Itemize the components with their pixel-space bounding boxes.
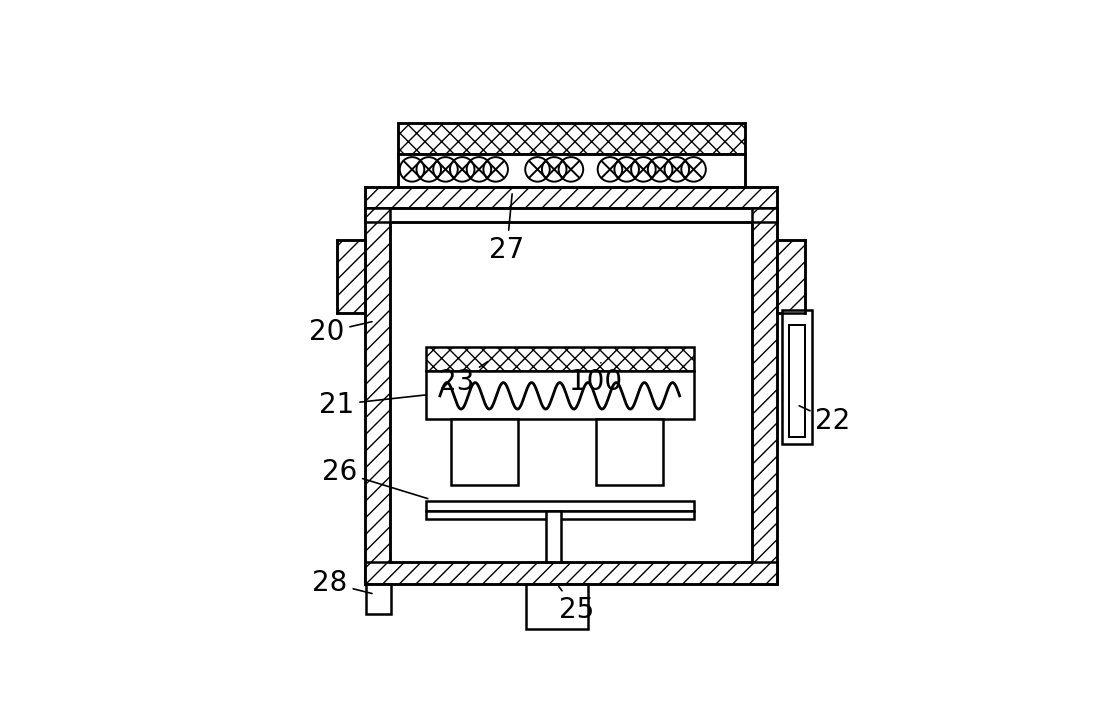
Text: 21: 21 <box>319 391 426 418</box>
Bar <box>426 510 694 519</box>
Text: 23: 23 <box>439 361 488 396</box>
Bar <box>526 584 588 628</box>
Bar <box>451 418 518 486</box>
Text: 28: 28 <box>312 569 372 597</box>
Bar <box>778 240 805 313</box>
Bar <box>364 209 390 584</box>
Bar <box>426 500 694 510</box>
Text: 22: 22 <box>799 406 851 435</box>
Text: 25: 25 <box>559 586 594 624</box>
Bar <box>782 310 812 444</box>
Bar <box>364 562 778 584</box>
Bar <box>546 510 561 562</box>
Text: 20: 20 <box>309 318 372 346</box>
Bar <box>398 123 745 153</box>
Bar <box>365 584 391 614</box>
Bar <box>426 371 694 418</box>
Bar <box>790 326 805 437</box>
Text: 27: 27 <box>489 194 525 264</box>
Bar <box>398 153 745 188</box>
Bar <box>596 418 663 486</box>
Text: 100: 100 <box>569 363 623 396</box>
Bar <box>364 209 778 222</box>
Text: 26: 26 <box>322 458 428 499</box>
Bar <box>336 240 364 313</box>
Bar <box>364 188 778 209</box>
Bar <box>390 222 752 562</box>
Bar <box>752 209 778 584</box>
Bar <box>426 347 694 371</box>
